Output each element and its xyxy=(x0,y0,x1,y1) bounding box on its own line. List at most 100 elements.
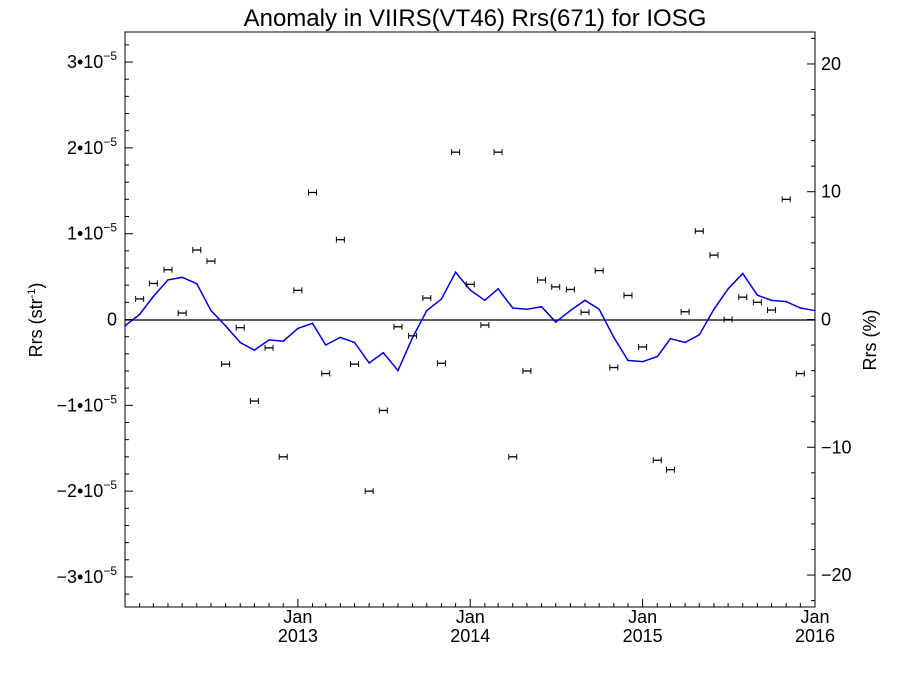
x-tick-month-label: Jan xyxy=(800,607,829,627)
line-vertex xyxy=(152,295,155,298)
data-point xyxy=(177,310,187,317)
data-point xyxy=(781,196,791,203)
anomaly-percent-line xyxy=(124,270,816,373)
line-vertex xyxy=(656,355,659,358)
anomaly-points xyxy=(135,149,805,495)
line-vertex xyxy=(756,294,759,297)
line-vertex xyxy=(368,362,370,364)
line-vertex xyxy=(181,276,183,279)
data-point xyxy=(192,246,202,253)
line-vertex xyxy=(627,359,629,362)
line-vertex xyxy=(741,272,744,275)
data-point xyxy=(278,453,288,460)
data-point xyxy=(537,277,547,284)
data-point xyxy=(321,370,331,377)
data-point xyxy=(493,149,503,156)
line-vertex xyxy=(540,305,543,308)
line-vertex xyxy=(497,288,499,290)
line-vertex xyxy=(584,299,586,302)
line-vertex xyxy=(454,271,457,274)
data-point xyxy=(465,281,475,288)
data-point xyxy=(221,361,231,368)
data-point xyxy=(350,361,360,368)
data-point xyxy=(623,292,633,299)
line-vertex xyxy=(167,279,169,281)
left-tick-label: 1•10−5 xyxy=(67,221,117,244)
line-vertex xyxy=(669,337,672,340)
line-vertex xyxy=(382,351,385,354)
line-vertex xyxy=(511,307,514,309)
data-point xyxy=(709,252,719,259)
data-point xyxy=(752,299,762,306)
left-y-axis-label: Rrs (str-1) xyxy=(26,283,46,358)
line-vertex xyxy=(397,369,399,372)
data-point xyxy=(665,466,675,473)
right-tick-label: −10 xyxy=(821,437,852,457)
data-point xyxy=(767,307,777,314)
data-point xyxy=(594,267,604,274)
line-vertex xyxy=(569,309,572,312)
data-point xyxy=(264,344,274,351)
data-point xyxy=(393,323,403,330)
x-tick-month-label: Jan xyxy=(283,607,312,627)
left-tick-label: 0 xyxy=(107,310,117,330)
data-point xyxy=(364,488,374,495)
data-point xyxy=(408,332,418,339)
data-point xyxy=(795,370,805,377)
x-tick-month-label: Jan xyxy=(456,607,485,627)
line-vertex xyxy=(282,340,285,343)
line-vertex xyxy=(138,313,141,316)
line-vertex xyxy=(239,341,242,344)
line-vertex xyxy=(268,339,270,341)
line-vertex xyxy=(598,308,600,311)
left-tick-label: 3•10−5 xyxy=(67,49,117,72)
left-tick-label: 2•10−5 xyxy=(67,135,117,158)
line-vertex xyxy=(684,341,686,344)
x-tick-year-label: 2016 xyxy=(795,626,835,646)
data-point xyxy=(508,453,518,460)
data-point xyxy=(436,360,446,367)
line-vertex xyxy=(224,325,227,327)
line-vertex xyxy=(440,298,443,300)
data-point xyxy=(135,295,145,302)
right-y-axis: 20 10 0 −10 −20 xyxy=(807,37,852,602)
line-vertex xyxy=(425,309,428,312)
data-point xyxy=(723,316,733,323)
line-vertex xyxy=(698,334,701,336)
line-vertex xyxy=(210,309,212,312)
plot-area xyxy=(124,31,816,608)
x-tick-year-label: 2013 xyxy=(278,626,318,646)
data-point xyxy=(609,364,619,371)
line-vertex xyxy=(554,321,557,323)
line-vertex xyxy=(297,327,299,330)
data-point xyxy=(738,294,748,301)
line-vertex xyxy=(411,336,414,339)
data-point xyxy=(293,287,303,294)
line-vertex xyxy=(785,300,787,303)
x-tick-year-label: 2014 xyxy=(450,626,490,646)
data-point xyxy=(206,258,216,265)
data-point xyxy=(378,407,388,414)
line-vertex xyxy=(324,344,327,346)
data-point xyxy=(652,457,662,464)
line-vertex xyxy=(526,308,528,311)
line-vertex xyxy=(253,349,256,351)
data-point xyxy=(638,343,648,350)
line-vertex xyxy=(469,289,472,291)
percent-anomaly-line xyxy=(124,270,816,373)
data-point xyxy=(551,283,561,290)
line-vertex xyxy=(195,282,198,285)
x-tick-month-label: Jan xyxy=(628,607,657,627)
data-point xyxy=(680,308,690,315)
x-tick-year-label: 2015 xyxy=(623,626,663,646)
data-point xyxy=(480,322,490,329)
left-tick-label: −1•10−5 xyxy=(56,392,117,415)
line-vertex xyxy=(713,308,715,311)
left-y-axis: 3•10−5 2•10−5 1•10−5 0 −1•10−5 −2•10−5 −3•10−5 xyxy=(56,44,133,595)
line-vertex xyxy=(799,307,802,309)
data-point xyxy=(335,236,345,243)
right-tick-label: 0 xyxy=(821,310,831,330)
data-point xyxy=(163,266,173,273)
right-tick-label: −20 xyxy=(821,565,852,585)
